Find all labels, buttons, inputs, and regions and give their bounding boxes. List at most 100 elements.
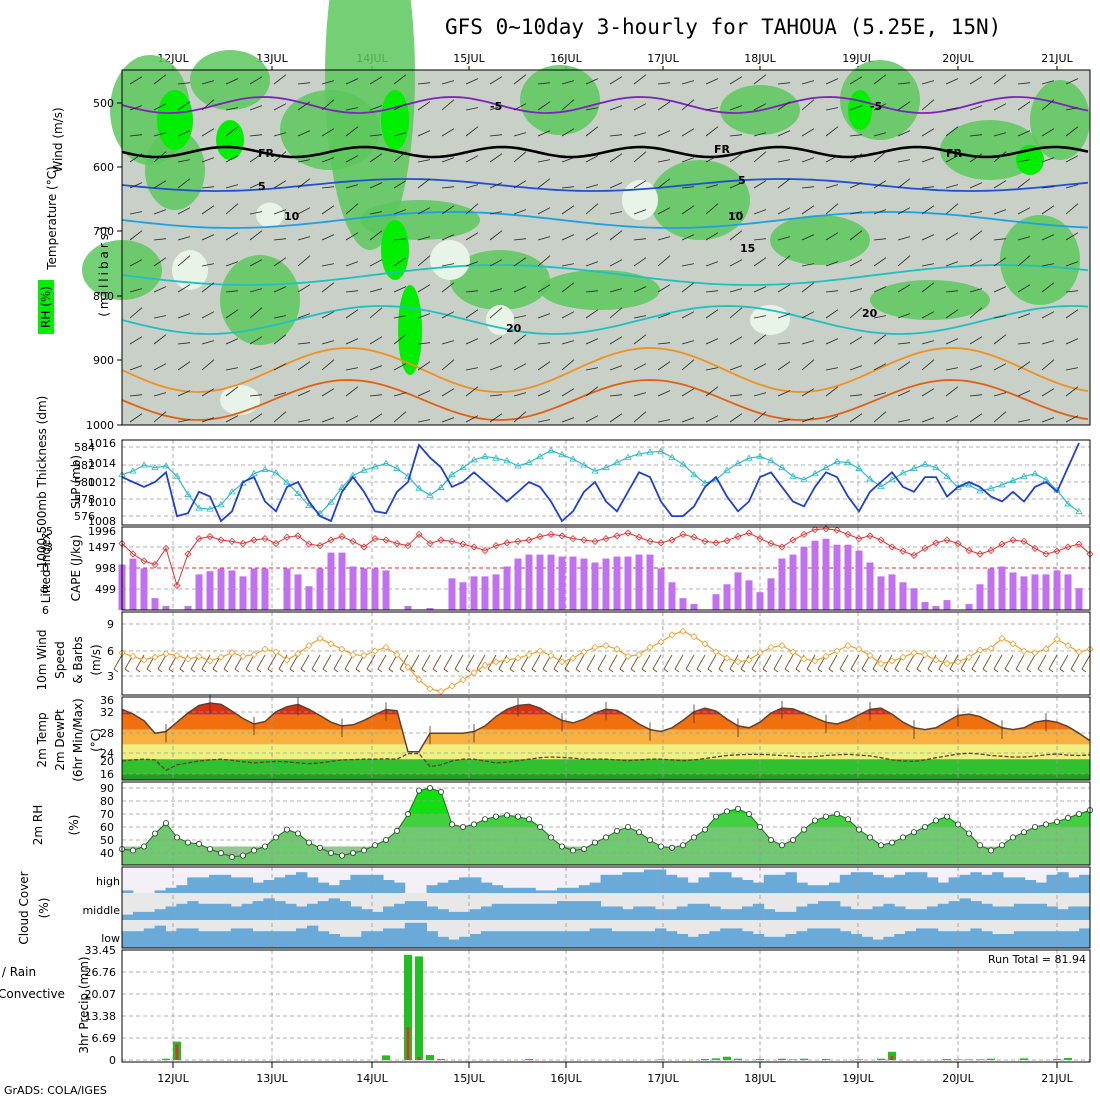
wind-barb bbox=[609, 76, 623, 85]
wind-barb bbox=[273, 103, 287, 111]
rh2m-point bbox=[426, 785, 433, 792]
cape-bar bbox=[745, 580, 753, 610]
wind-barb bbox=[249, 230, 263, 241]
rh-legend-swatch bbox=[38, 280, 54, 334]
cloud-bar bbox=[818, 928, 830, 948]
wind-barb-flag bbox=[916, 668, 922, 673]
thickness-point bbox=[998, 481, 1006, 488]
wind-speed-point bbox=[811, 657, 819, 665]
rh2m-point bbox=[140, 843, 147, 850]
wind-barb bbox=[897, 82, 911, 85]
bottom-day-label: 14JUL bbox=[356, 1072, 388, 1085]
cloud-bar bbox=[393, 882, 406, 893]
rh2m-point bbox=[856, 826, 863, 833]
rh-high-band bbox=[216, 120, 244, 160]
wind-barb-flag bbox=[564, 668, 570, 673]
wind-speed-point bbox=[206, 657, 214, 665]
wind-barb-10m bbox=[157, 654, 167, 670]
wind-barb bbox=[393, 238, 407, 241]
cloud-bar bbox=[274, 877, 286, 893]
thickness-point bbox=[877, 482, 885, 490]
cloud-bar bbox=[176, 928, 188, 948]
wind-barb bbox=[873, 411, 887, 423]
wind-barb bbox=[489, 230, 503, 241]
cape-bar bbox=[1064, 574, 1072, 610]
wind-speed-point bbox=[382, 643, 390, 651]
slp-title: SLP (mb) bbox=[69, 455, 83, 509]
rh-frame bbox=[121, 781, 1091, 866]
wind-barb bbox=[177, 419, 191, 423]
rh2m-point bbox=[1021, 829, 1028, 836]
rh2m-point bbox=[548, 834, 555, 841]
wind-barb bbox=[657, 130, 671, 137]
lifted-index-point bbox=[371, 535, 379, 543]
contour-label: 10 bbox=[284, 210, 300, 223]
wind-barb bbox=[849, 259, 863, 267]
bottom-day-label: 13JUL bbox=[256, 1072, 288, 1085]
thickness-point bbox=[459, 463, 467, 471]
wind-barb-10m bbox=[278, 654, 288, 670]
wind-barb bbox=[369, 153, 383, 163]
wind-barb bbox=[849, 182, 863, 189]
lifted-index-point bbox=[921, 544, 929, 552]
li-title: Lifted Index bbox=[39, 533, 53, 604]
wind-barb bbox=[369, 230, 383, 241]
cloud-bar bbox=[622, 931, 634, 948]
top-day-label: 17JUL bbox=[647, 52, 679, 65]
cape-tick-label: 998 bbox=[95, 562, 116, 575]
cloud-bar bbox=[981, 931, 993, 948]
wind-barb bbox=[1065, 126, 1079, 137]
wind-barb bbox=[873, 315, 887, 319]
wind-barb bbox=[705, 261, 719, 267]
cloud-bar bbox=[328, 898, 341, 920]
wind-speed-point bbox=[481, 661, 489, 669]
wind-barb-10m bbox=[773, 654, 783, 670]
temp-band bbox=[122, 744, 1090, 760]
wind-barb-flag bbox=[1081, 668, 1087, 673]
wind-barb bbox=[777, 178, 791, 189]
wind-barb bbox=[753, 315, 767, 319]
wind-barb bbox=[633, 315, 647, 319]
thickness-point bbox=[976, 487, 984, 494]
wind-barb bbox=[513, 363, 527, 371]
wind-barb bbox=[1065, 184, 1079, 189]
wind-barb bbox=[1041, 128, 1055, 137]
wind-barb bbox=[177, 130, 191, 137]
wind-speed-point bbox=[415, 676, 423, 684]
li-tick-label: -5 bbox=[42, 525, 53, 538]
thickness-tick-label: 576 bbox=[74, 510, 95, 523]
bottom-day-label: 19JUL bbox=[842, 1072, 874, 1085]
rh2m-point bbox=[1032, 824, 1039, 831]
precip-total-bar bbox=[415, 956, 423, 1060]
wind-barb-10m bbox=[421, 654, 431, 670]
rh-band bbox=[540, 270, 660, 310]
rh-band bbox=[650, 160, 750, 240]
wind-barb bbox=[705, 184, 719, 189]
cloud-bar bbox=[252, 931, 264, 948]
lifted-index-point bbox=[426, 539, 434, 548]
cape-bar bbox=[250, 568, 258, 610]
lifted-index-point bbox=[613, 532, 621, 540]
wind-barb bbox=[777, 313, 791, 319]
wind-barb bbox=[249, 211, 263, 215]
wind-barb bbox=[489, 259, 503, 267]
wind-barb bbox=[441, 234, 455, 241]
rh2m-point bbox=[1065, 814, 1072, 821]
cloud-bar bbox=[850, 934, 863, 948]
cape-bar bbox=[734, 572, 742, 610]
wind-barb bbox=[753, 286, 767, 293]
wind-barb bbox=[993, 151, 1007, 163]
side-labels: Wind (m/s) Temperature (°C) RH (%) (mill… bbox=[0, 107, 111, 1053]
wind-speed-point bbox=[250, 651, 258, 659]
cape-bar bbox=[305, 586, 313, 610]
cloud-bar bbox=[480, 882, 493, 893]
wind-barb bbox=[345, 107, 359, 111]
wind10m-title-c: & Barbs bbox=[71, 636, 85, 684]
wind-barb bbox=[609, 365, 623, 371]
lifted-index-point bbox=[690, 533, 698, 541]
precip-total-bar bbox=[1064, 1058, 1072, 1060]
wind-speed-point bbox=[613, 645, 621, 653]
thickness-point bbox=[327, 498, 335, 505]
wind-barb-10m bbox=[377, 654, 387, 670]
wind-barb bbox=[561, 234, 575, 241]
